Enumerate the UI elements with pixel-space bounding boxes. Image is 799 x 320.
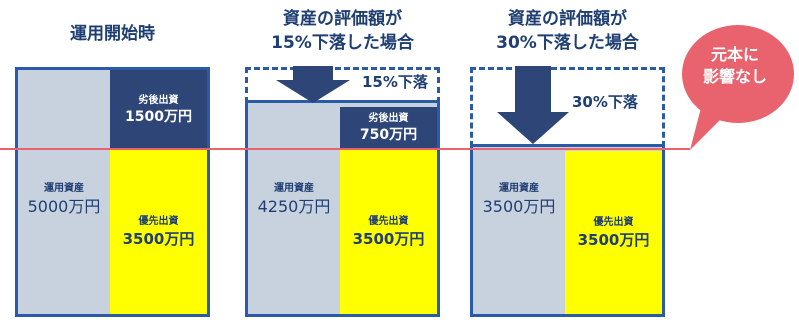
scenario-start-assets-value: 5000万円 [27, 197, 101, 216]
scenario-30-drop-label: 30%下落 [572, 93, 638, 111]
scenario-15-subordinated-value: 750万円 [359, 127, 418, 143]
scenario-30-assets-value: 3500万円 [482, 197, 556, 216]
scenario-start-panel: 運用資産 5000万円 劣後出資 1500万円 優先出資 3500万円 [15, 67, 210, 317]
scenario-start-subordinated-value: 1500万円 [125, 108, 192, 125]
scenario-30-panel: 運用資産 3500万円 優先出資 3500万円 [470, 144, 665, 317]
scenario-15-assets: 運用資産 4250万円 [248, 182, 340, 218]
scenario-15-heading-line2: 15%下落した場合 [271, 33, 414, 53]
scenario-start-subordinated-block: 劣後出資 1500万円 [110, 70, 207, 149]
down-arrow-icon [276, 66, 350, 103]
scenario-start-assets: 運用資産 5000万円 [18, 182, 110, 218]
principal-threshold-line [0, 148, 690, 150]
scenario-start-senior-block: 優先出資 3500万円 [110, 149, 207, 314]
callout-text: 元本に 影響なし [683, 44, 787, 88]
scenario-start-senior-value: 3500万円 [122, 229, 195, 248]
scenario-30-senior-block: 優先出資 3500万円 [565, 151, 662, 314]
scenario-30-heading: 資産の評価額が 30%下落した場合 [470, 7, 665, 55]
scenario-15-subordinated-block: 劣後出資 750万円 [340, 107, 437, 149]
scenario-30-senior-value: 3500万円 [577, 230, 650, 249]
scenario-30-heading-line2: 30%下落した場合 [496, 33, 639, 53]
scenario-15-assets-value: 4250万円 [257, 197, 331, 216]
speech-bubble-icon [682, 25, 794, 150]
scenario-15-panel: 運用資産 4250万円 劣後出資 750万円 優先出資 3500万円 [245, 100, 440, 317]
scenario-15-senior-block: 優先出資 3500万円 [340, 149, 437, 314]
scenario-start-assets-label: 運用資産 [44, 183, 84, 194]
scenario-15-subordinated-label: 劣後出資 [368, 113, 409, 124]
scenario-start-senior-label: 優先出資 [138, 215, 179, 227]
callout-line2: 影響なし [702, 67, 767, 86]
scenario-15-senior-value: 3500万円 [352, 229, 425, 248]
scenario-30-heading-line1: 資産の評価額が [508, 9, 627, 29]
scenario-start-subordinated-label: 劣後出資 [138, 94, 179, 106]
scenario-15-drop-label: 15%下落 [362, 73, 428, 91]
scenario-30-assets-label: 運用資産 [499, 183, 539, 194]
scenario-15-senior-label: 優先出資 [368, 215, 409, 227]
scenario-30-senior-label: 優先出資 [593, 216, 634, 228]
scenario-start-heading-text: 運用開始時 [70, 24, 155, 44]
scenario-15-heading: 資産の評価額が 15%下落した場合 [245, 7, 440, 55]
scenario-15-assets-label: 運用資産 [274, 183, 314, 194]
scenario-30-assets: 運用資産 3500万円 [473, 182, 565, 218]
scenario-15-heading-line1: 資産の評価額が [283, 9, 402, 29]
scenario-start-heading: 運用開始時 [15, 22, 210, 46]
callout-line1: 元本に [710, 45, 759, 64]
down-arrow-icon [497, 66, 569, 144]
